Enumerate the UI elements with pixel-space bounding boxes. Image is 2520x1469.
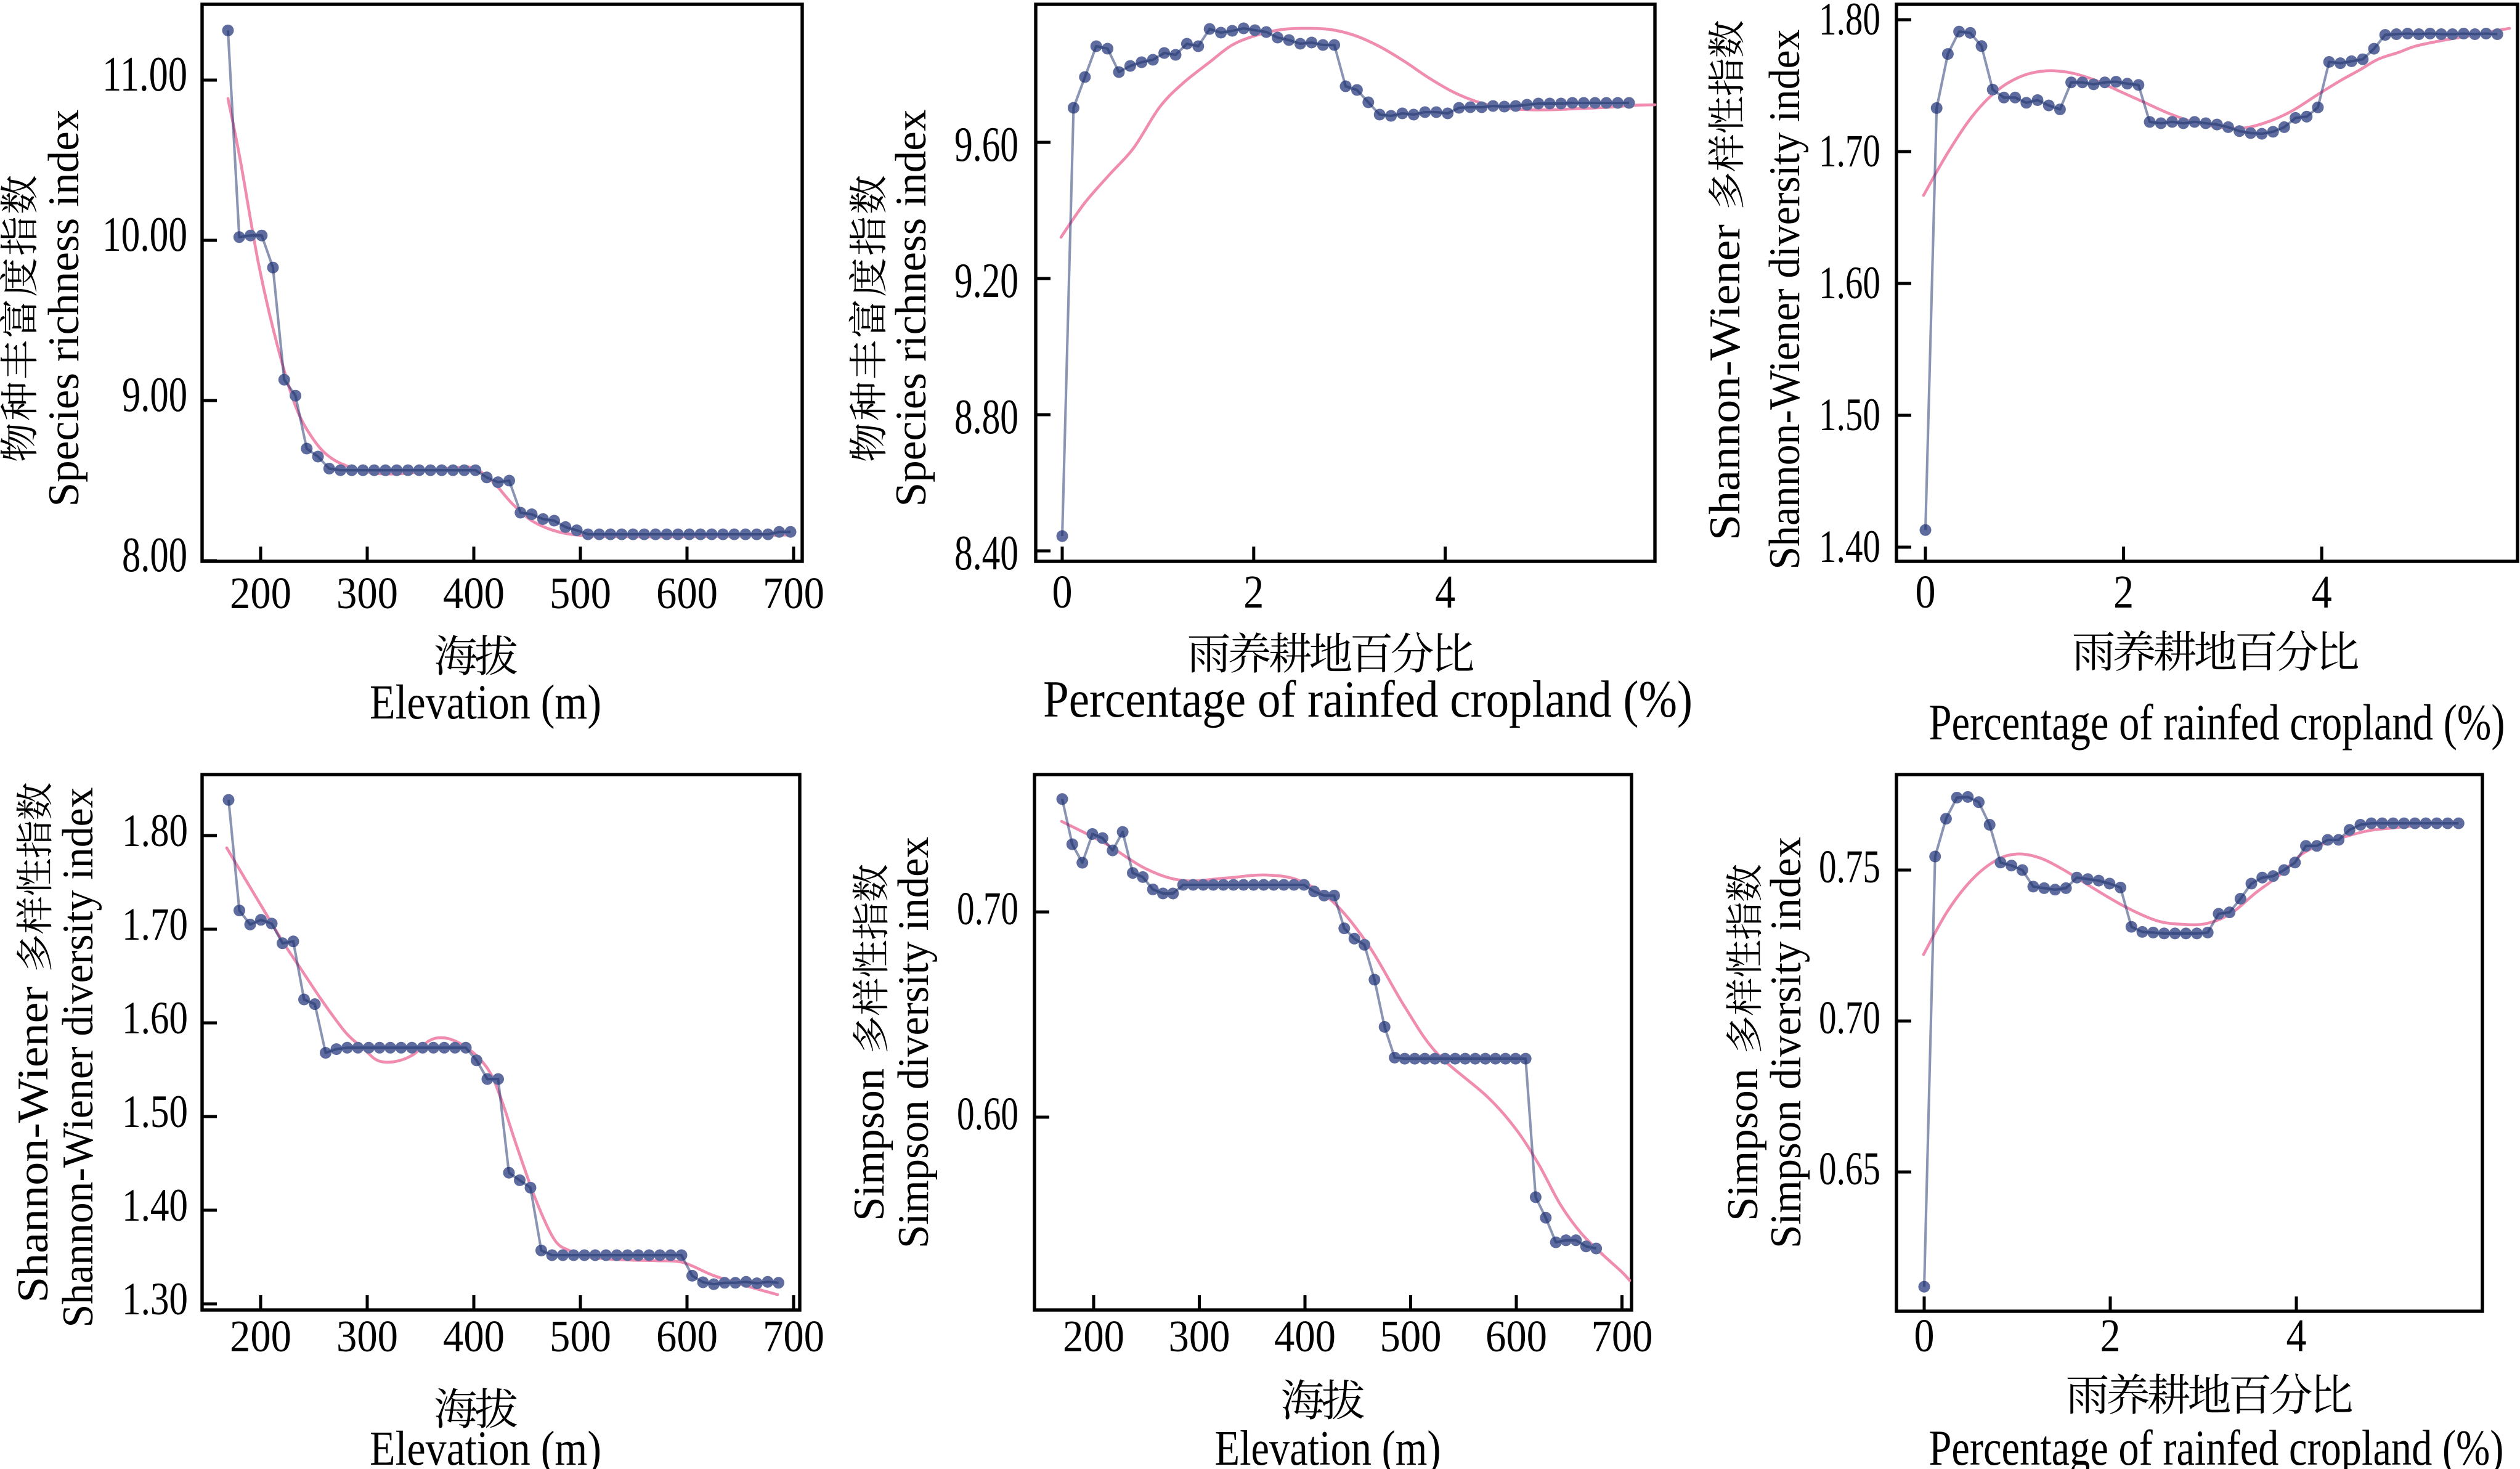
- svg-text:300: 300: [336, 1311, 398, 1361]
- svg-text:0: 0: [1052, 566, 1073, 618]
- svg-text:1.50: 1.50: [122, 1086, 188, 1137]
- svg-text:500: 500: [550, 568, 611, 618]
- svg-text:0.65: 0.65: [1819, 1143, 1880, 1195]
- svg-text:4: 4: [2312, 566, 2332, 618]
- svg-text:8.80: 8.80: [954, 389, 1018, 444]
- svg-text:Species richness index: Species richness index: [40, 110, 88, 507]
- svg-text:Simpson: Simpson: [845, 1068, 893, 1221]
- svg-text:Shannon-Wiener: Shannon-Wiener: [1701, 224, 1749, 540]
- svg-text:Elevation (m): Elevation (m): [370, 1422, 601, 1469]
- svg-text:1.40: 1.40: [1819, 521, 1880, 572]
- svg-text:1.70: 1.70: [1819, 126, 1880, 177]
- svg-text:400: 400: [1274, 1311, 1336, 1361]
- svg-text:600: 600: [656, 568, 718, 618]
- svg-text:0.70: 0.70: [957, 883, 1018, 935]
- svg-text:500: 500: [550, 1311, 611, 1361]
- svg-text:400: 400: [443, 1311, 505, 1361]
- svg-text:2: 2: [1243, 566, 1264, 618]
- svg-text:9.00: 9.00: [122, 368, 187, 422]
- svg-text:0: 0: [1916, 566, 1936, 618]
- svg-text:1.60: 1.60: [122, 993, 188, 1044]
- svg-text:0: 0: [1914, 1310, 1935, 1362]
- svg-text:200: 200: [1063, 1311, 1124, 1361]
- svg-text:2: 2: [2113, 566, 2134, 618]
- svg-text:Simpson diversity index: Simpson diversity index: [1762, 837, 1810, 1248]
- svg-text:4: 4: [2286, 1310, 2307, 1362]
- svg-text:700: 700: [763, 568, 824, 618]
- svg-text:600: 600: [1486, 1311, 1547, 1361]
- svg-text:200: 200: [230, 568, 291, 618]
- svg-text:1.40: 1.40: [122, 1180, 188, 1231]
- svg-text:10.00: 10.00: [102, 208, 187, 262]
- svg-text:1.60: 1.60: [1819, 258, 1880, 309]
- svg-text:1.80: 1.80: [122, 805, 188, 857]
- svg-text:700: 700: [763, 1311, 824, 1361]
- svg-text:0.70: 0.70: [1819, 992, 1880, 1044]
- svg-text:9.60: 9.60: [954, 116, 1018, 172]
- svg-text:Percentage of rainfed cropland: Percentage of rainfed cropland (%): [1929, 694, 2505, 751]
- svg-text:1.30: 1.30: [122, 1274, 188, 1325]
- svg-text:600: 600: [656, 1311, 718, 1361]
- svg-text:200: 200: [230, 1311, 291, 1361]
- svg-text:Shannon-Wiener diversity index: Shannon-Wiener diversity index: [54, 787, 102, 1328]
- svg-text:500: 500: [1380, 1311, 1442, 1361]
- svg-text:300: 300: [336, 568, 398, 618]
- svg-text:2: 2: [2100, 1310, 2121, 1362]
- svg-text:8.40: 8.40: [954, 525, 1018, 580]
- svg-text:400: 400: [443, 568, 505, 618]
- svg-text:0.75: 0.75: [1819, 841, 1880, 893]
- svg-text:1.80: 1.80: [1819, 0, 1880, 45]
- svg-text:8.00: 8.00: [122, 528, 187, 582]
- svg-text:Percentage of rainfed cropland: Percentage of rainfed cropland (%): [1929, 1420, 2504, 1469]
- svg-text:9.20: 9.20: [954, 253, 1018, 308]
- svg-text:11.00: 11.00: [102, 47, 187, 102]
- svg-text:Elevation (m): Elevation (m): [370, 676, 601, 730]
- svg-text:0.60: 0.60: [957, 1088, 1018, 1140]
- svg-text:1.50: 1.50: [1819, 389, 1880, 441]
- svg-text:300: 300: [1169, 1311, 1230, 1361]
- svg-text:4: 4: [1435, 566, 1455, 618]
- svg-text:Shannon-Wiener diversity index: Shannon-Wiener diversity index: [1761, 30, 1809, 570]
- svg-text:Percentage of rainfed cropland: Percentage of rainfed cropland (%): [1043, 670, 1693, 728]
- svg-text:1.70: 1.70: [122, 899, 188, 950]
- svg-text:Simpson: Simpson: [1719, 1068, 1767, 1221]
- svg-text:Simpson diversity index: Simpson diversity index: [890, 837, 938, 1248]
- svg-text:Species richness index: Species richness index: [887, 110, 935, 507]
- svg-text:700: 700: [1591, 1311, 1653, 1361]
- svg-text:Elevation (m): Elevation (m): [1215, 1420, 1441, 1469]
- svg-text:Shannon-Wiener: Shannon-Wiener: [9, 987, 57, 1303]
